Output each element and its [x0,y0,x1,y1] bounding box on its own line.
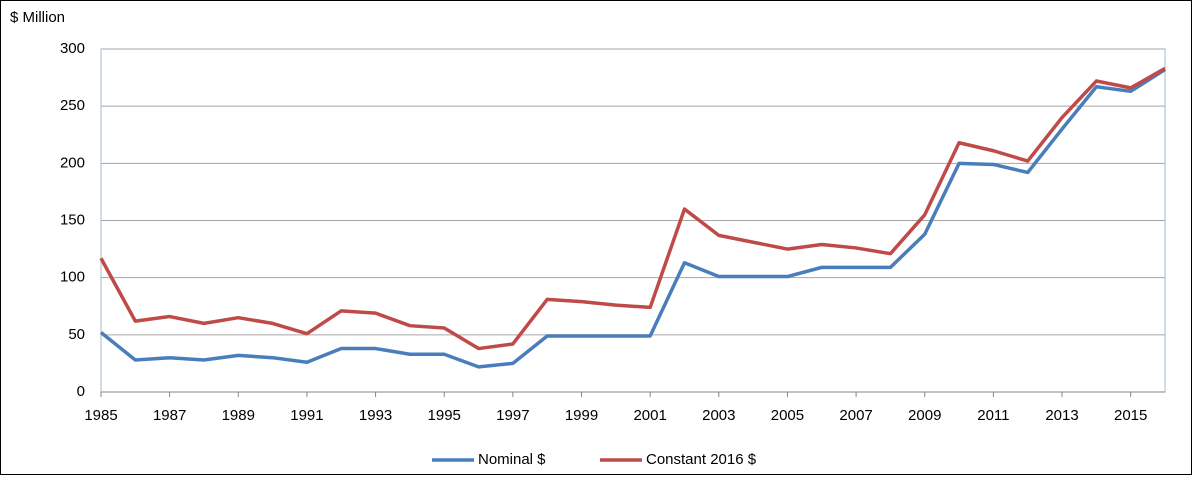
x-tick-label: 1987 [153,407,186,424]
y-tick-label: 0 [77,383,85,400]
y-tick-label: 200 [60,154,85,171]
x-tick-label: 1997 [496,407,529,424]
x-tick-label: 2003 [702,407,735,424]
x-tick-label: 2015 [1114,407,1147,424]
x-tick-label: 1989 [222,407,255,424]
y-tick-label: 50 [68,326,85,343]
y-tick-label: 250 [60,97,85,114]
x-tick-label: 2009 [908,407,941,424]
y-tick-label: 100 [60,269,85,286]
y-tick-label: 300 [60,40,85,57]
x-tick-label: 2011 [977,407,1009,424]
legend-label: Constant 2016 $ [646,451,757,468]
y-axis-label: $ Million [10,9,65,26]
x-tick-label: 1985 [84,407,117,424]
x-tick-label: 2007 [839,407,872,424]
x-tick-label: 1991 [290,407,323,424]
x-tick-label: 1993 [359,407,392,424]
line-series [99,68,1166,369]
legend-label: Nominal $ [478,451,546,468]
line-series [99,66,1166,351]
x-tick-label: 1995 [428,407,461,424]
x-tick-label: 2001 [633,407,666,424]
x-tick-label: 1999 [565,407,598,424]
x-tick-label: 2005 [771,407,804,424]
x-tick-label: 2013 [1045,407,1078,424]
y-tick-label: 150 [60,211,85,228]
